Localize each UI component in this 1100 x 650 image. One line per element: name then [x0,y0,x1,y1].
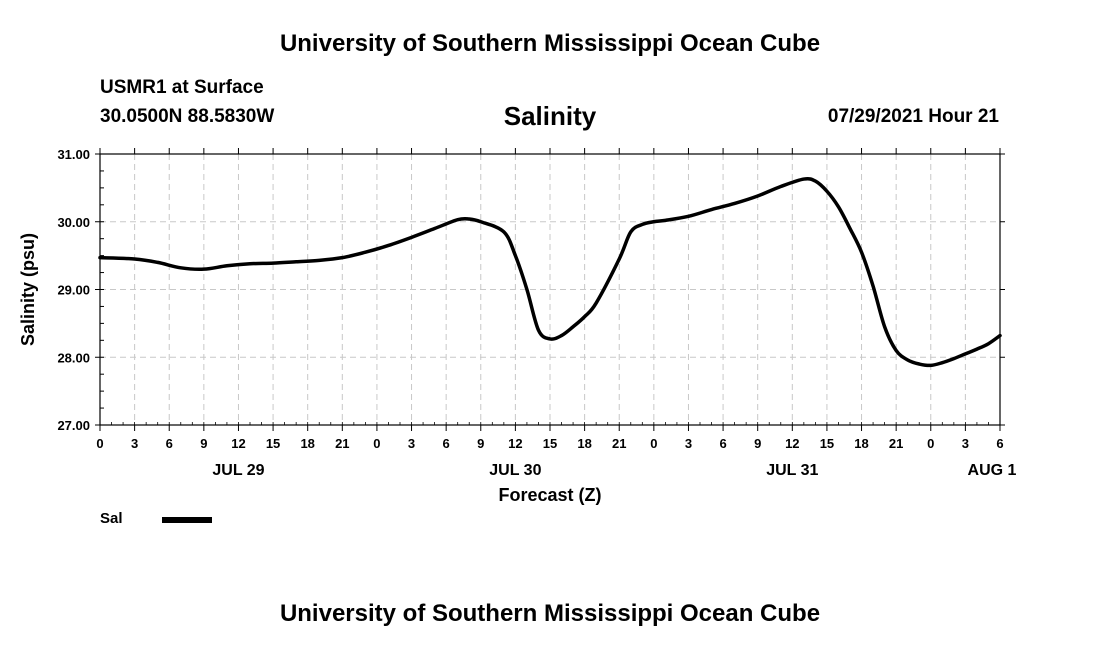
date-label: AUG 1 [968,462,1017,479]
x-tick-label: 6 [166,436,173,451]
legend-label: Sal [100,510,123,527]
x-tick-label: 6 [719,436,726,451]
x-tick-label: 6 [996,436,1003,451]
chart-header-title: University of Southern Mississippi Ocean… [279,30,821,57]
station-label: USMR1 at Surface [100,77,264,98]
y-tick-label: 28.00 [57,350,90,365]
chart-footer-title: University of Southern Mississippi Ocean… [279,600,821,627]
x-tick-label: 0 [927,436,934,451]
x-tick-label: 3 [408,436,415,451]
x-tick-label: 12 [508,436,522,451]
date-label: JUL 30 [489,462,541,479]
x-tick-label: 15 [266,436,280,451]
parameter-title: Salinity [503,101,597,131]
x-tick-label: 6 [443,436,450,451]
y-tick-label: 31.00 [57,147,90,162]
x-tick-label: 9 [477,436,484,451]
date-label: JUL 29 [212,462,264,479]
x-tick-label: 3 [131,436,138,451]
y-tick-label: 30.00 [57,215,90,230]
y-axis-label: Salinity (psu) [18,233,38,346]
x-tick-label: 12 [231,436,245,451]
x-tick-label: 9 [200,436,207,451]
grid-lines [100,154,1000,425]
x-tick-label: 18 [577,436,591,451]
x-tick-label: 0 [373,436,380,451]
x-tick-label: 15 [820,436,834,451]
x-tick-label: 3 [685,436,692,451]
series-line-sal [98,176,1002,368]
x-tick-label: 12 [785,436,799,451]
x-tick-label: 3 [962,436,969,451]
x-tick-label: 21 [335,436,349,451]
x-tick-label: 21 [612,436,626,451]
x-tick-label: 9 [754,436,761,451]
x-tick-label: 18 [854,436,868,451]
date-label: JUL 31 [766,462,818,479]
x-tick-label: 15 [543,436,557,451]
x-tick-label: 18 [300,436,314,451]
tick-labels: 27.00 28.00 29.00 30.00 31.00 0 3 6 9 12 15 18 21 0 3 6… [57,147,1016,479]
station-coordinates: 30.0500N 88.5830W [100,106,275,127]
legend-swatch [162,517,212,523]
forecast-datestamp: 07/29/2021 Hour 21 [827,106,999,127]
y-tick-label: 27.00 [57,418,90,433]
y-tick-label: 29.00 [57,283,90,298]
x-tick-label: 21 [889,436,903,451]
plot-frame [99,153,1001,426]
x-axis-label: Forecast (Z) [498,485,601,505]
x-tick-label: 0 [96,436,103,451]
x-tick-label: 0 [650,436,657,451]
